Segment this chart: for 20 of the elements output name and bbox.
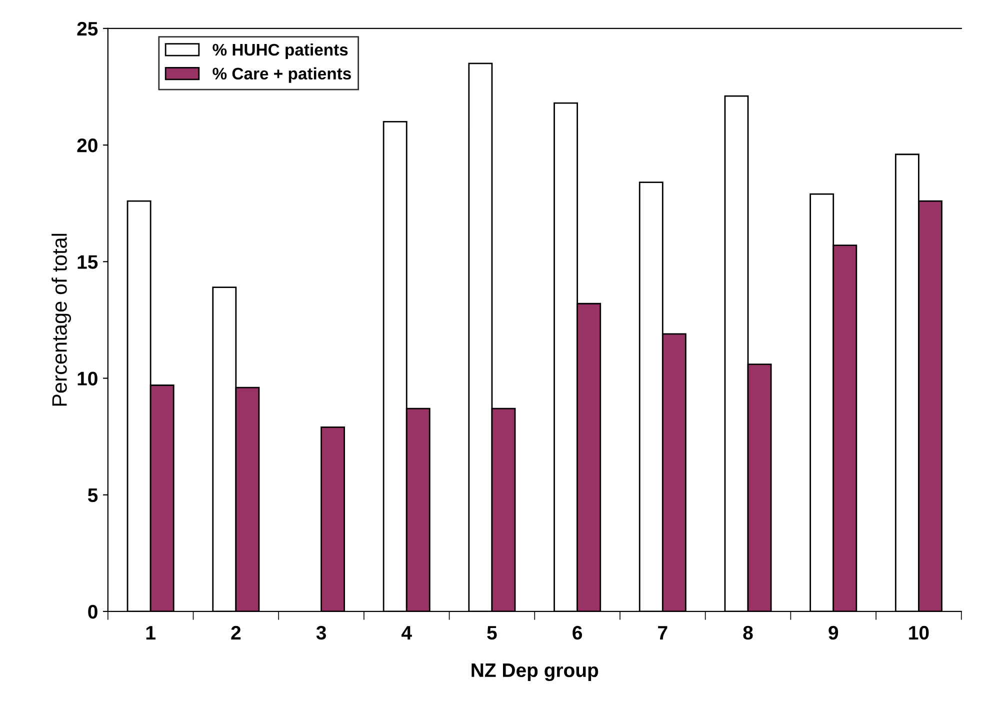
x-tick-label: 9 [828, 626, 838, 640]
legend-label: % Care + patients [212, 67, 351, 83]
y-axis-title: Percentage of total [52, 234, 72, 406]
y-tick-label: 0 [88, 604, 98, 619]
x-tick-label: 5 [487, 626, 497, 640]
x-tick-label: 8 [743, 626, 753, 640]
y-tick-label: 20 [77, 138, 98, 152]
x-tick-label: 1 [146, 626, 156, 640]
x-tick-label: 7 [658, 626, 668, 640]
y-tick-label: 5 [88, 488, 98, 502]
x-tick-label: 2 [231, 626, 241, 640]
x-tick-label: 3 [316, 626, 326, 640]
x-tick-label: 4 [402, 626, 412, 640]
legend-label: % HUHC patients [212, 43, 348, 59]
y-tick-label: 15 [78, 255, 98, 269]
x-tick-label: 10 [909, 626, 929, 640]
x-axis-title: NZ Dep group [472, 664, 598, 682]
y-tick-label: 25 [77, 22, 98, 36]
y-tick-label: 10 [78, 372, 98, 386]
x-tick-label: 6 [572, 626, 582, 640]
